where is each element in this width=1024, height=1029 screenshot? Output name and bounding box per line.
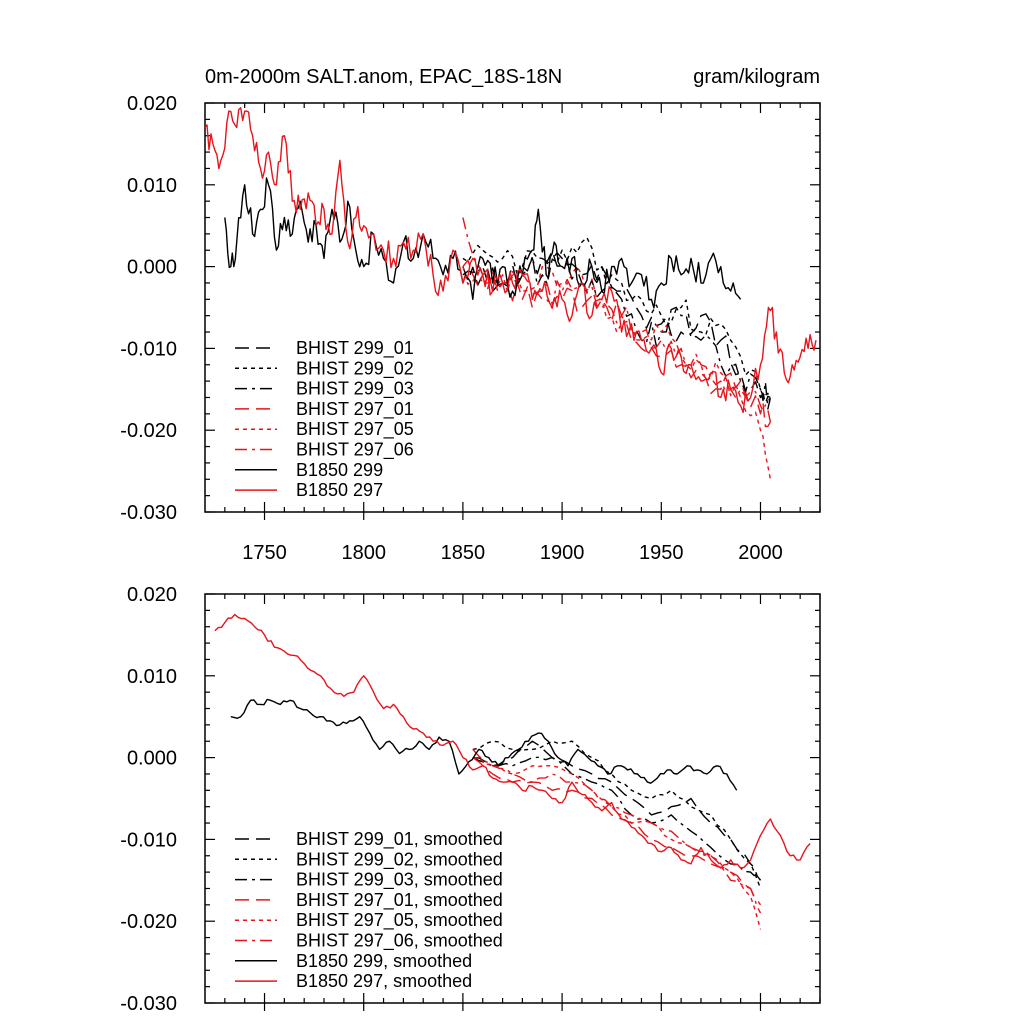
y-tick-labels: 0.020 0.010 0.000 -0.010 -0.020 -0.030	[120, 584, 177, 1015]
y-tick-label: -0.030	[120, 502, 177, 524]
y-tick-labels: 0.020 0.010 0.000 -0.010 -0.020 -0.030	[120, 93, 177, 524]
panel-top: 0.020 0.010 0.000 -0.010 -0.020 -0.030 1750 18…	[120, 66, 821, 564]
series-line-2	[472, 756, 762, 881]
y-tick-label: 0.010	[127, 175, 177, 197]
y-tick-label: -0.020	[120, 911, 177, 933]
y-tick-label: -0.010	[120, 829, 177, 851]
y-tick-label: -0.020	[120, 420, 177, 442]
legend-label: BHIST 299_02, smoothed	[296, 849, 503, 870]
x-tick-label: 1950	[639, 542, 684, 564]
legend-label: BHIST 297_05	[296, 419, 414, 440]
series-group	[205, 107, 817, 480]
series-line-1	[462, 236, 772, 406]
series-line-0	[472, 740, 762, 881]
x-tick-label: 1750	[242, 542, 287, 564]
y-tick-label: 0.010	[127, 666, 177, 688]
y-tick-label: 0.020	[127, 93, 177, 115]
legend-label: B1850 299	[296, 460, 383, 480]
legend-label: BHIST 297_06	[296, 440, 414, 461]
units-label: gram/kilogram	[693, 66, 820, 88]
x-tick-label: 1900	[540, 542, 585, 564]
series-line-5	[472, 748, 762, 914]
y-tick-label: 0.000	[127, 257, 177, 279]
legend-label: BHIST 297_01	[296, 399, 414, 420]
plot-frame	[204, 102, 821, 513]
series-line-5	[462, 217, 772, 423]
legend-label: B1850 299, smoothed	[296, 951, 472, 971]
series-group	[214, 613, 811, 930]
series-line-4	[472, 756, 762, 930]
y-tick-label: -0.010	[120, 338, 177, 360]
legend-label: BHIST 299_03	[296, 379, 414, 400]
x-tick-label: 1800	[341, 542, 386, 564]
tick-marks	[205, 593, 821, 1011]
y-tick-label: 0.020	[127, 584, 177, 606]
plot-frame	[204, 593, 821, 1004]
x-tick-labels: 1750 1800 1850 1900 1950 2000	[242, 542, 782, 564]
series-line-6	[230, 698, 738, 791]
legend-label: BHIST 297_01, smoothed	[296, 890, 503, 911]
x-tick-label: 1850	[441, 542, 486, 564]
legend-label: BHIST 299_01	[296, 338, 414, 359]
y-tick-label: 0.000	[127, 748, 177, 770]
panel-bottom: 0.020 0.010 0.000 -0.010 -0.020 -0.030 BHIST …	[120, 584, 821, 1015]
legend-label: BHIST 299_02	[296, 358, 414, 379]
chart-title: 0m-2000m SALT.anom, EPAC_18S-18N	[205, 66, 562, 88]
legend-label: B1850 297, smoothed	[296, 971, 472, 991]
series-line-6	[224, 177, 742, 309]
series-line-7	[205, 107, 817, 414]
y-tick-label: -0.030	[120, 993, 177, 1015]
legend-label: BHIST 299_01, smoothed	[296, 829, 503, 850]
x-tick-label: 2000	[738, 542, 783, 564]
legend-label: BHIST 297_06, smoothed	[296, 931, 503, 952]
series-line-7	[214, 613, 811, 869]
series-line-3	[472, 757, 762, 906]
legend-label: BHIST 297_05, smoothed	[296, 910, 503, 931]
legend-label: B1850 297	[296, 480, 383, 500]
legend-label: BHIST 299_03, smoothed	[296, 870, 503, 891]
